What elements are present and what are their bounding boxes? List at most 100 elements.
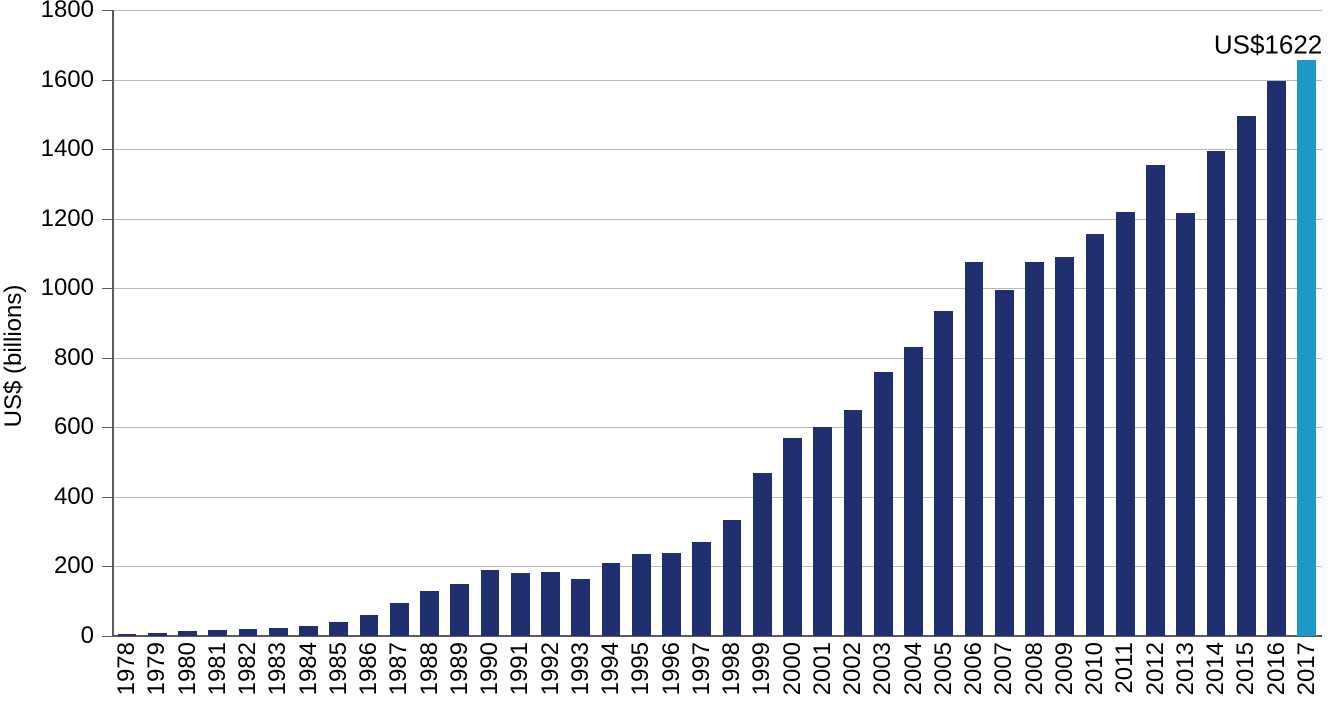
y-axis-label: US$ (billions)	[0, 284, 28, 427]
y-tick-mark	[102, 566, 112, 567]
x-tick-label: 1994	[597, 642, 625, 695]
y-tick-mark	[102, 80, 112, 81]
y-tick-label: 800	[54, 344, 94, 372]
x-tick-label: 1998	[718, 642, 746, 695]
y-tick-mark	[102, 288, 112, 289]
x-tick-label: 2003	[869, 642, 897, 695]
x-tick-label: 1984	[295, 642, 323, 695]
bar	[1207, 151, 1226, 636]
x-tick-label: 2011	[1111, 642, 1139, 694]
bar	[783, 438, 802, 636]
y-tick-label: 1200	[41, 205, 94, 233]
bar	[269, 628, 288, 636]
bar	[239, 629, 258, 636]
x-tick-label: 1981	[204, 642, 232, 695]
gridline	[112, 149, 1322, 150]
bar	[208, 630, 227, 636]
x-tick-label: 2008	[1021, 642, 1049, 695]
x-tick-label: 2000	[779, 642, 807, 695]
bar	[148, 633, 167, 636]
y-tick-label: 0	[81, 622, 94, 650]
y-tick-label: 400	[54, 483, 94, 511]
x-tick-label: 1983	[264, 642, 292, 695]
x-tick-label: 2016	[1263, 642, 1291, 695]
bar-chart: US$ (billions) 0200400600800100012001400…	[0, 0, 1337, 711]
bar	[511, 573, 530, 636]
x-tick-label: 2012	[1142, 642, 1170, 695]
x-tick-label: 1989	[446, 642, 474, 695]
gridline	[112, 566, 1322, 567]
x-tick-label: 2015	[1232, 642, 1260, 695]
y-tick-label: 600	[54, 413, 94, 441]
x-tick-label: 1993	[567, 642, 595, 695]
x-axis-line	[112, 635, 1322, 637]
y-tick-label: 1600	[41, 66, 94, 94]
bar	[1116, 212, 1135, 636]
x-tick-label: 2007	[990, 642, 1018, 695]
bar	[904, 347, 923, 636]
x-tick-label: 2009	[1051, 642, 1079, 695]
x-tick-label: 1999	[748, 642, 776, 695]
annotation-label: US$1622	[1214, 29, 1322, 60]
x-tick-label: 1987	[385, 642, 413, 695]
bar	[450, 584, 469, 636]
x-tick-label: 2006	[960, 642, 988, 695]
gridline	[112, 497, 1322, 498]
bar	[1237, 116, 1256, 636]
bar	[753, 473, 772, 636]
y-tick-label: 1000	[41, 274, 94, 302]
bar	[1297, 60, 1316, 636]
x-tick-label: 2010	[1081, 642, 1109, 695]
y-tick-mark	[102, 427, 112, 428]
y-tick-mark	[102, 497, 112, 498]
bar	[1086, 234, 1105, 636]
bar	[390, 603, 409, 636]
plot-area: 0200400600800100012001400160018001978197…	[112, 10, 1322, 636]
gridline	[112, 358, 1322, 359]
bar	[934, 311, 953, 636]
x-tick-label: 1978	[113, 642, 141, 695]
x-tick-label: 1997	[688, 642, 716, 695]
x-tick-label: 2014	[1202, 642, 1230, 695]
bar	[602, 563, 621, 636]
y-tick-label: 1800	[41, 0, 94, 24]
x-tick-label: 1980	[174, 642, 202, 695]
x-tick-label: 1990	[476, 642, 504, 695]
bar	[1055, 257, 1074, 636]
y-tick-label: 200	[54, 552, 94, 580]
bar	[1176, 213, 1195, 636]
bar	[1025, 262, 1044, 636]
x-tick-label: 1986	[355, 642, 383, 695]
bar	[329, 622, 348, 636]
y-tick-label: 1400	[41, 135, 94, 163]
x-tick-label: 2005	[930, 642, 958, 695]
y-tick-mark	[102, 10, 112, 11]
x-tick-label: 1982	[234, 642, 262, 695]
x-tick-label: 1992	[537, 642, 565, 695]
y-tick-mark	[102, 219, 112, 220]
x-tick-label: 1988	[416, 642, 444, 695]
y-tick-mark	[102, 358, 112, 359]
bar	[1146, 165, 1165, 636]
bar	[360, 615, 379, 636]
bar	[420, 591, 439, 636]
x-tick-label: 1979	[143, 642, 171, 695]
bar	[844, 410, 863, 636]
bar	[481, 570, 500, 636]
bar	[813, 427, 832, 636]
x-tick-label: 2013	[1172, 642, 1200, 695]
bar	[995, 290, 1014, 636]
x-tick-label: 1995	[627, 642, 655, 695]
bar	[178, 631, 197, 636]
x-tick-label: 1996	[658, 642, 686, 695]
x-tick-label: 2017	[1293, 642, 1321, 695]
bar	[541, 572, 560, 636]
gridline	[112, 10, 1322, 11]
bar	[723, 520, 742, 637]
x-tick-label: 2004	[900, 642, 928, 695]
bar	[874, 372, 893, 636]
bar	[571, 579, 590, 636]
x-tick-label: 1985	[325, 642, 353, 695]
x-tick-label: 2002	[839, 642, 867, 695]
bar	[692, 542, 711, 636]
